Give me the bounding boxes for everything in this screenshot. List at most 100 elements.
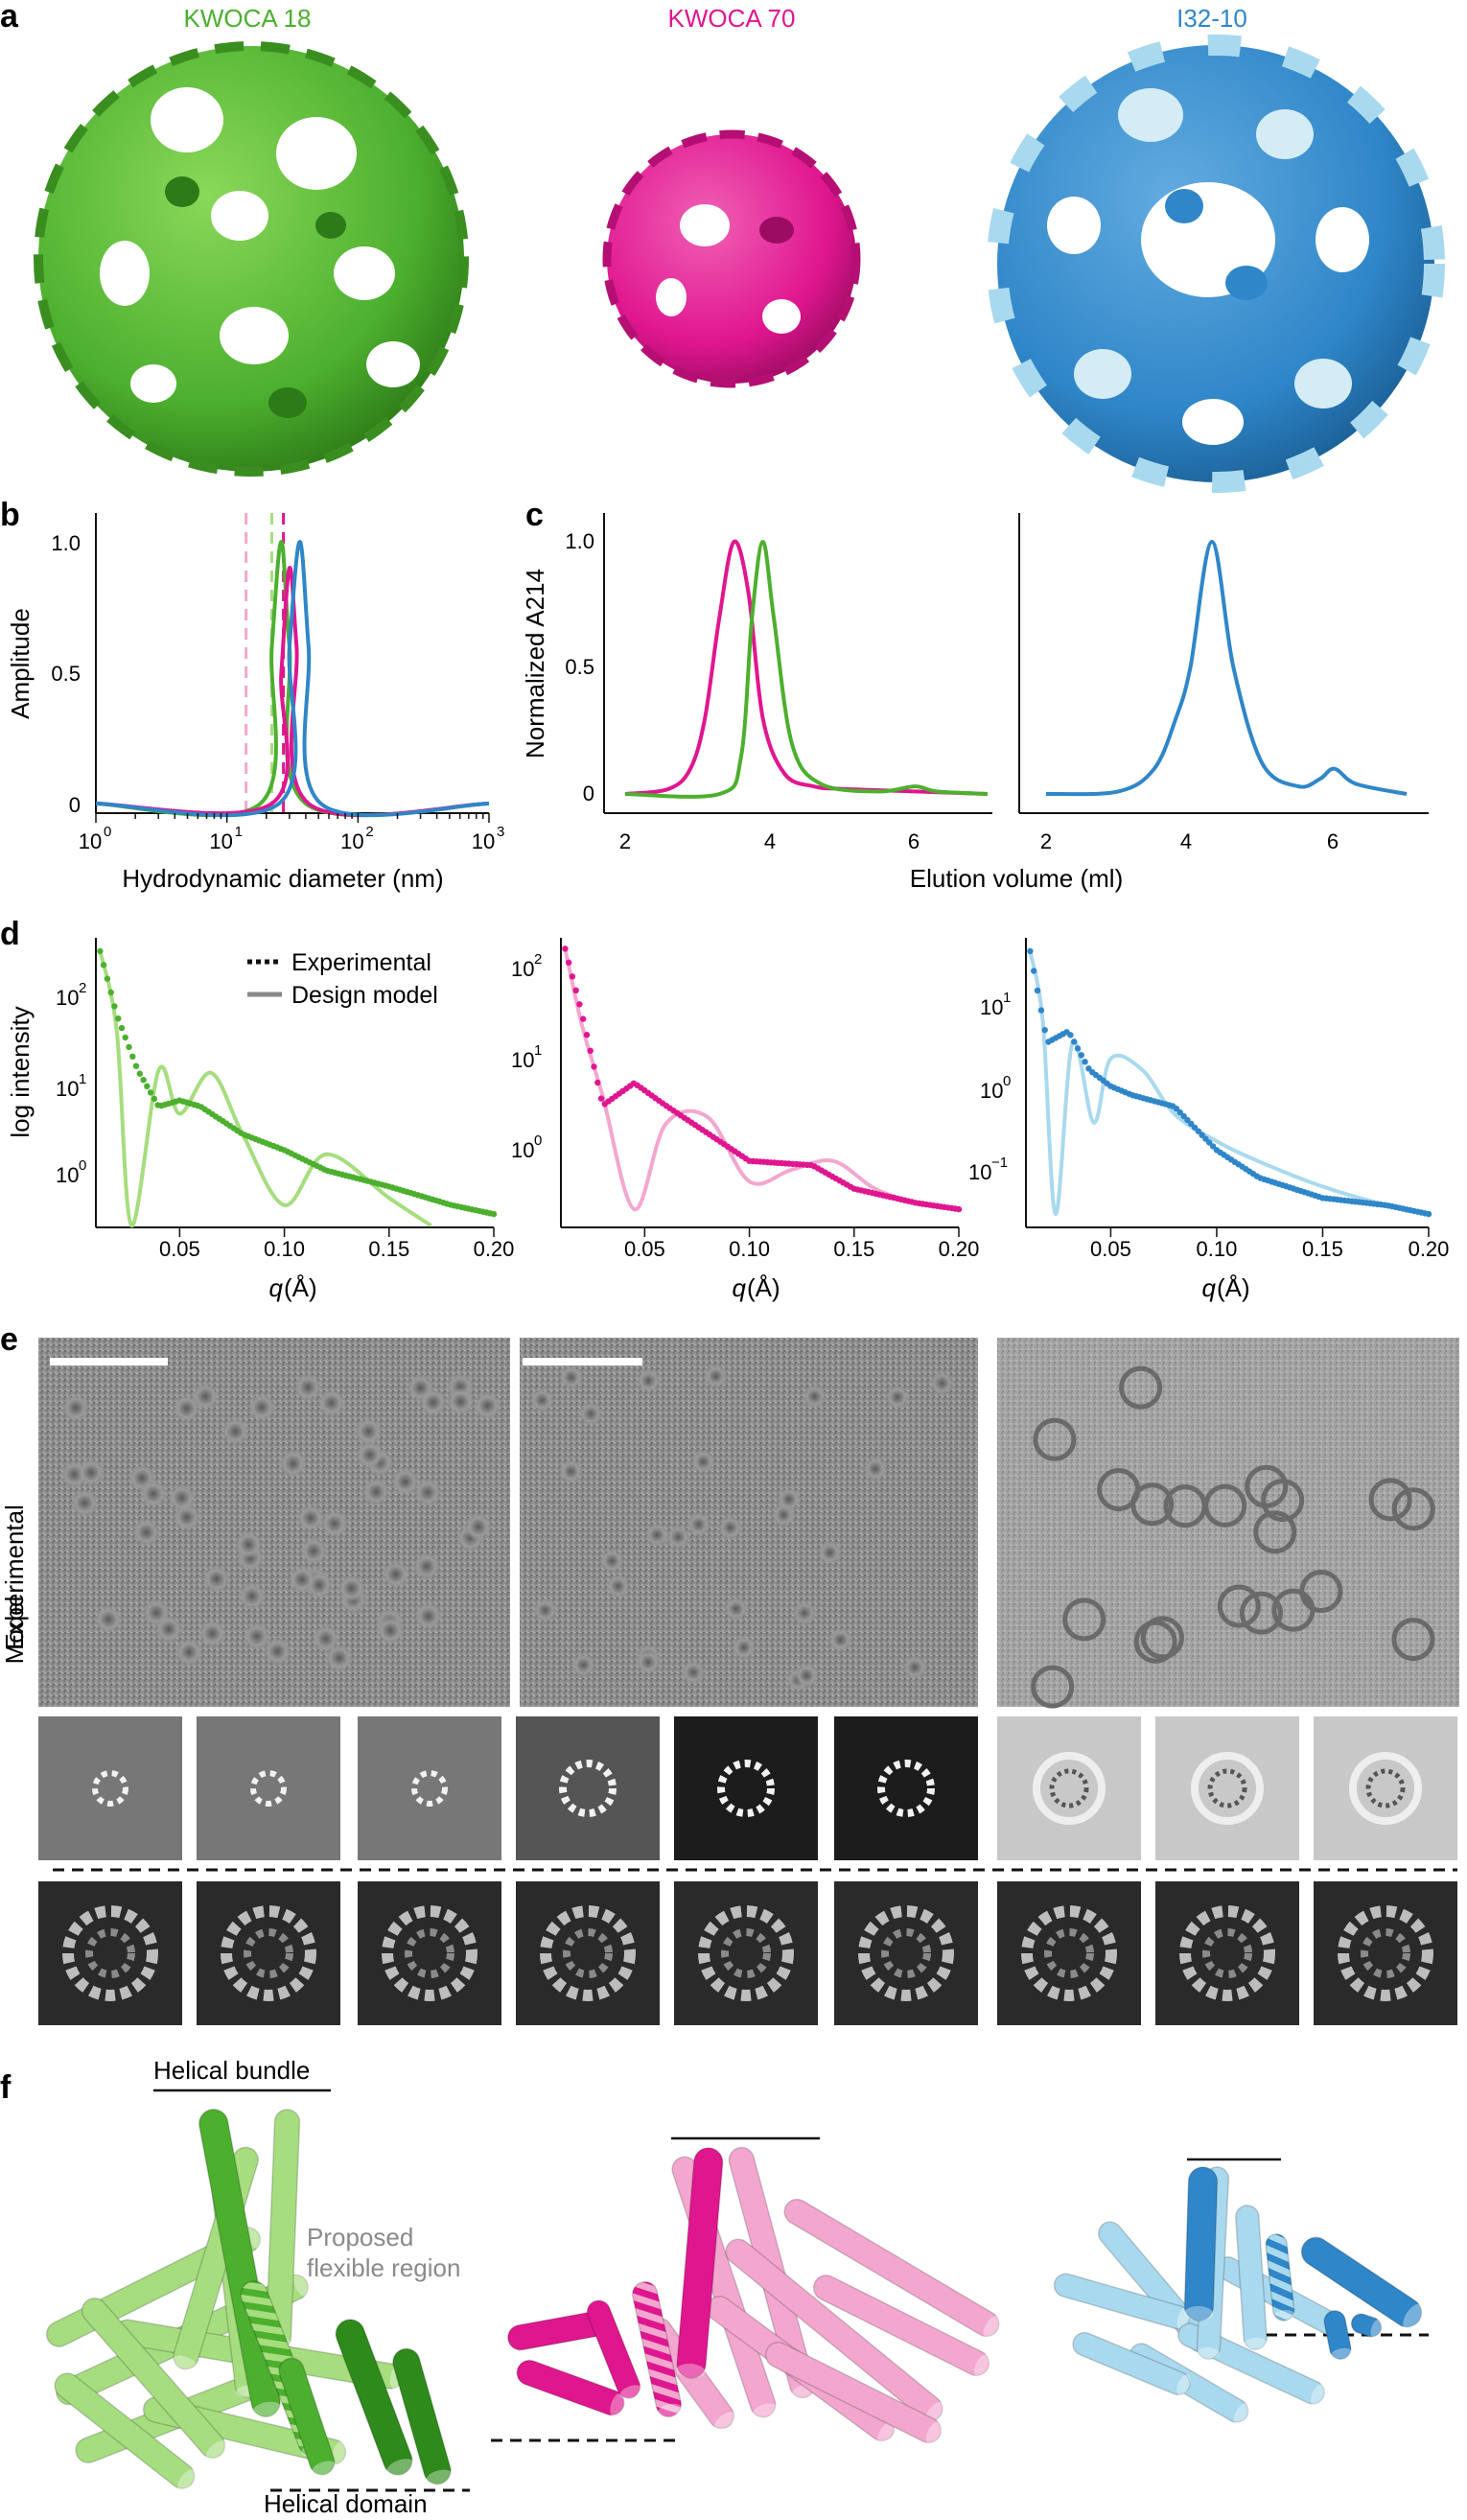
em-particle [337, 1574, 366, 1603]
d-2-experimental-point [594, 1079, 601, 1086]
b-series-blue [95, 539, 490, 818]
model-projection-ring [1021, 1905, 1117, 2001]
label-helical-domain: Helical domain [264, 2489, 428, 2515]
d-2-experimental-point [580, 1015, 587, 1022]
helix-striped-blue [1265, 2233, 1295, 2322]
em-particle [731, 1635, 757, 1661]
panel-c-right-xtick-2: 2 [1040, 829, 1052, 853]
em-particle [1271, 1588, 1316, 1632]
em-particle [703, 1364, 729, 1389]
helix-magenta [676, 2147, 724, 2379]
em-particle [234, 1529, 264, 1559]
helix-light-blue [1072, 2331, 1191, 2396]
em-particle [723, 1596, 749, 1622]
kwoca70-cage-render [602, 129, 861, 388]
b-xtick-label: 10 [209, 829, 232, 853]
em-particle [1391, 1618, 1435, 1662]
model-projection-ring [1179, 1905, 1275, 2001]
d3-ytick-0.1: 10 −1 [968, 1155, 1008, 1184]
panel-c-right-xtick-4: 4 [1180, 829, 1192, 853]
class-average-tile [197, 1716, 340, 1860]
d-3-experimental-point [1180, 1112, 1187, 1120]
d-2-xtick-label: 0.20 [939, 1237, 980, 1261]
helix-striped-magenta [631, 2280, 683, 2418]
svg-text:10: 10 [968, 1160, 991, 1184]
d3-ytick-1: 10 0 [980, 1073, 1011, 1103]
panel-e-row-experimental: Experimental [0, 1505, 29, 1650]
panel-d-ylabel: log intensity [6, 1006, 35, 1137]
d-3-xtick-label: 0.20 [1409, 1237, 1450, 1261]
model-projection-tile [1155, 1881, 1299, 2025]
class-average-ring [1033, 1752, 1106, 1825]
d-1-experimental-point [104, 975, 111, 982]
panel-e-row-model: Model [0, 1597, 29, 1665]
panel-letter-c: c [525, 497, 544, 533]
svg-text:1: 1 [534, 1042, 542, 1059]
b-xtick-exp: 3 [497, 824, 504, 840]
em-micrograph-kwoca18 [38, 1338, 510, 1707]
em-particle [154, 1615, 184, 1645]
em-particle [529, 1388, 555, 1413]
model-projection-inner [405, 1928, 454, 1978]
em-particle [191, 1382, 221, 1412]
svg-text:0: 0 [79, 1157, 86, 1174]
em-particle [201, 1564, 231, 1594]
em-particle [138, 1479, 168, 1508]
em-particle [293, 1372, 323, 1402]
model-projection-tile [358, 1881, 501, 2025]
panel-d2-chart: 10 0 10 1 10 2 0.05 0.10 0.15 0.20 q (Å) [511, 938, 979, 1302]
model-projection-ring [1338, 1905, 1433, 2001]
em-particle [578, 1401, 604, 1427]
em-particle [665, 1524, 691, 1550]
em-particle [354, 1416, 384, 1446]
svg-text:2: 2 [79, 980, 86, 996]
em-particle [299, 1536, 329, 1566]
em-particle [1368, 1478, 1412, 1522]
panel-b-chart: 0 0.5 1.0 10 0 10 1 10 2 10 3 Amplitude Hydrody… [6, 513, 504, 893]
panel-c-left-xtick-2: 2 [619, 829, 631, 853]
d-2-experimental-point [597, 1095, 605, 1102]
helix-light-magenta [725, 2238, 944, 2423]
model-projection-inner [1044, 1928, 1094, 1978]
em-particle [94, 1604, 124, 1634]
panel-c-left-chart: 0 0.5 1.0 2 4 6 Normalized A214 [521, 513, 992, 853]
em-particle [376, 1616, 406, 1645]
d3-ytick-10: 10 1 [980, 990, 1011, 1019]
panel-c-ytick-1: 1.0 [565, 529, 594, 553]
model-projection-tile [1314, 1881, 1457, 2025]
em-particle [418, 1388, 448, 1417]
d1-xlabel: q (Å) [269, 1273, 317, 1302]
d2-ytick-10: 10 1 [511, 1042, 542, 1072]
d-2-experimental-point [583, 1032, 591, 1038]
d-1-experimental-point [107, 989, 114, 996]
d-2-experimental-point [562, 945, 569, 952]
helix-light-green [54, 2372, 197, 2491]
panel-c-left-xtick-6: 6 [908, 829, 920, 853]
helix-dark-green [335, 2319, 414, 2476]
d-3-xtick-label: 0.05 [1090, 1237, 1131, 1261]
em-particle [1140, 1616, 1184, 1660]
d-3-experimental-point [1206, 1139, 1213, 1146]
em-particle [77, 1458, 106, 1487]
em-particle [198, 1619, 227, 1648]
em-particle [680, 1660, 706, 1686]
class-average-tile [358, 1716, 501, 1860]
model-projection-ring [221, 1905, 316, 2001]
d-1-xtick-label: 0.15 [368, 1237, 409, 1261]
em-particle [605, 1574, 631, 1599]
em-particle [355, 1440, 384, 1470]
em-particle [794, 1663, 820, 1689]
em-particle [1033, 1417, 1077, 1461]
em-particle [411, 1552, 441, 1581]
d-3-experimental-point [1071, 1038, 1078, 1045]
model-projection-tile [997, 1881, 1141, 2025]
panel-b-xlabel: Hydrodynamic diameter (nm) [122, 864, 443, 893]
class-average-tile [1314, 1716, 1457, 1860]
svg-text:(Å): (Å) [1217, 1273, 1250, 1302]
model-projection-ring [540, 1905, 636, 2001]
d-3-design-model-line [1028, 950, 1430, 1217]
class-average-tile [38, 1716, 182, 1860]
model-projection-ring [62, 1905, 158, 2001]
em-particle [776, 1486, 802, 1512]
em-particle [1133, 1620, 1177, 1664]
